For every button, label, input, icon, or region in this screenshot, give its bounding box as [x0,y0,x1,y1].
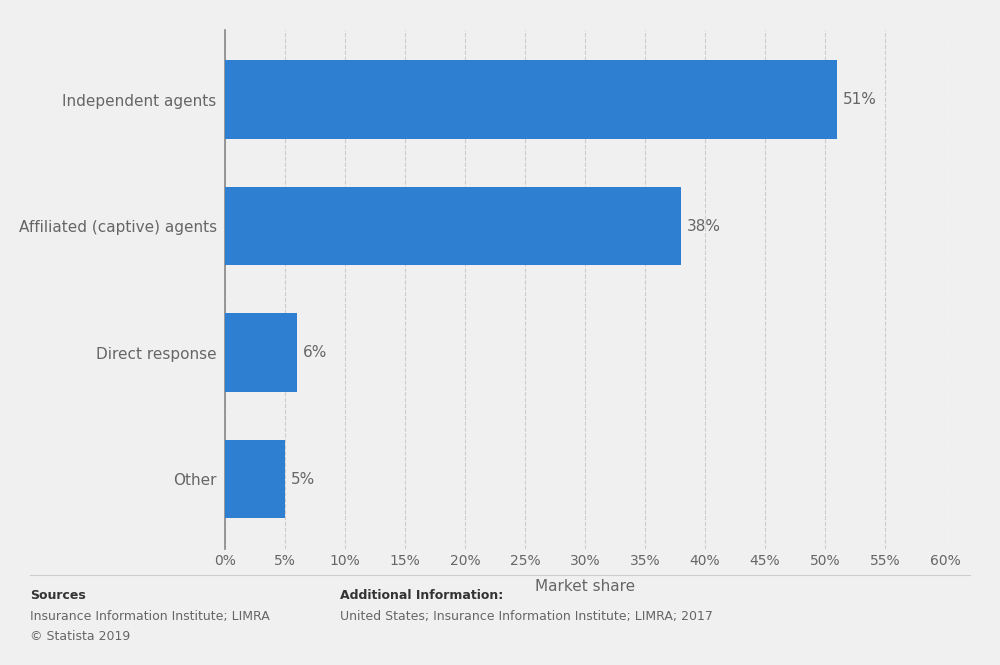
Bar [225,313,297,392]
Bar [225,187,681,265]
Bar [225,61,837,139]
Text: © Statista 2019: © Statista 2019 [30,630,130,644]
Text: 38%: 38% [687,219,721,233]
Bar [225,440,285,518]
Text: 6%: 6% [303,345,327,360]
X-axis label: Market share: Market share [535,579,635,595]
Text: United States; Insurance Information Institute; LIMRA; 2017: United States; Insurance Information Ins… [340,610,713,624]
Text: 51%: 51% [843,92,877,107]
Text: Sources: Sources [30,589,86,602]
Text: Additional Information:: Additional Information: [340,589,503,602]
Text: 5%: 5% [291,471,315,487]
Text: Insurance Information Institute; LIMRA: Insurance Information Institute; LIMRA [30,610,270,624]
